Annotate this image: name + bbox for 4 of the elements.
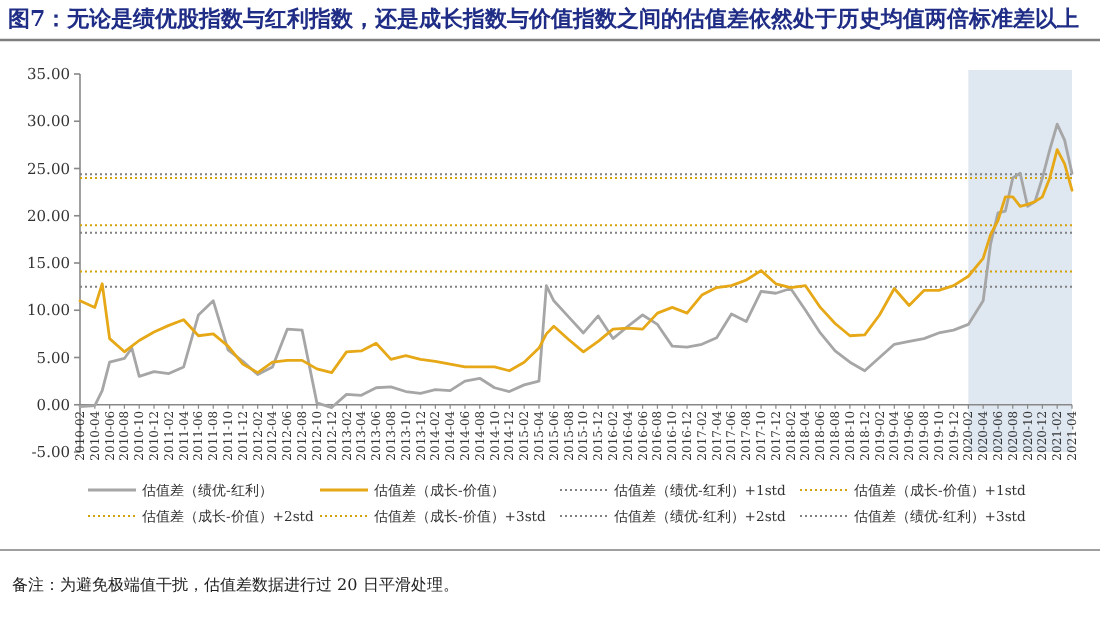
line-series (78, 122, 1074, 409)
chart-title: 图7：无论是绩优股指数与红利指数，还是成长指数与价值指数之间的估值差依然处于历史均值两倍标准差以上 (8, 6, 1080, 32)
line-series (78, 148, 1074, 375)
text: 备注：为避免极端值干扰，估值差数据进行过 20 日平滑处理。 (12, 576, 459, 594)
